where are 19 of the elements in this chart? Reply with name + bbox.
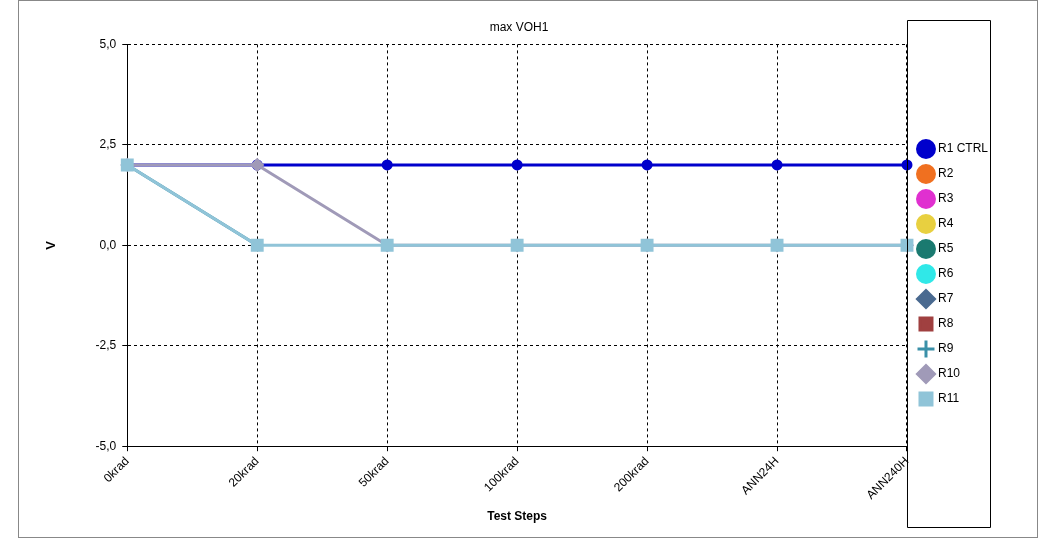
legend-label: R10 (937, 366, 961, 381)
y-tick-label: -2,5 (95, 338, 117, 353)
chart-title: max VOH1 (489, 19, 549, 34)
legend-label: R6 (937, 266, 954, 281)
x-axis-title: Test Steps (487, 509, 548, 524)
legend-label: R9 (937, 341, 954, 356)
legend-label: R7 (937, 291, 954, 306)
legend-label: R11 (937, 391, 960, 406)
y-tick-label: 0,0 (99, 237, 117, 252)
legend-label: R1 CTRL (937, 141, 989, 156)
y-tick-label: 2,5 (99, 137, 117, 152)
y-tick-label: 5,0 (99, 36, 117, 51)
legend-label: R5 (937, 241, 954, 256)
legend-label: R3 (937, 191, 954, 206)
legend-label: R4 (937, 216, 954, 231)
y-axis-title: V (43, 240, 59, 250)
legend-label: R8 (937, 316, 954, 331)
y-tick-label: -5,0 (95, 438, 117, 453)
legend-label: R2 (937, 166, 954, 181)
